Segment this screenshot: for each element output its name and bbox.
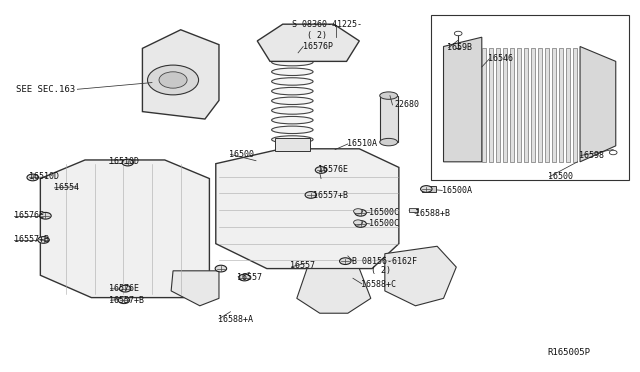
Text: 22680: 22680 (394, 100, 419, 109)
Polygon shape (171, 271, 219, 306)
Circle shape (305, 192, 317, 198)
Circle shape (148, 65, 198, 95)
Bar (409, 208, 418, 212)
Text: 16500A: 16500A (442, 186, 472, 195)
Circle shape (118, 297, 130, 304)
Text: 16557+B: 16557+B (314, 191, 348, 200)
Text: 16557+B: 16557+B (13, 235, 49, 244)
Bar (431, 15, 628, 180)
Bar (552, 48, 556, 162)
Circle shape (120, 285, 131, 292)
Text: 16557+B: 16557+B (109, 296, 144, 305)
Text: 1659B: 1659B (447, 43, 472, 52)
Circle shape (353, 220, 362, 225)
Ellipse shape (271, 58, 313, 66)
Ellipse shape (380, 92, 397, 99)
Polygon shape (444, 37, 482, 162)
Bar (489, 48, 493, 162)
Ellipse shape (271, 116, 313, 124)
Text: 16557: 16557 (237, 273, 262, 282)
Bar (566, 48, 570, 162)
Bar (482, 48, 486, 162)
Text: R165005P: R165005P (547, 348, 591, 357)
Text: 16576P: 16576P (303, 42, 333, 51)
Ellipse shape (271, 126, 313, 134)
Bar (422, 186, 436, 192)
Bar (510, 48, 515, 162)
Polygon shape (580, 46, 616, 162)
Text: 16576E: 16576E (109, 284, 140, 293)
Circle shape (239, 274, 250, 281)
Circle shape (353, 209, 362, 214)
Text: 16546: 16546 (488, 54, 513, 63)
Text: 16588+B: 16588+B (415, 209, 451, 218)
Ellipse shape (380, 138, 397, 146)
Polygon shape (40, 160, 209, 298)
Text: B 08156-6162F: B 08156-6162F (351, 257, 417, 266)
Text: ( 2): ( 2) (371, 266, 391, 275)
Text: 16500C: 16500C (369, 208, 399, 217)
Text: 16576E: 16576E (13, 211, 44, 220)
Bar (531, 48, 536, 162)
Circle shape (355, 221, 366, 227)
Circle shape (355, 209, 366, 216)
Ellipse shape (271, 78, 313, 85)
Polygon shape (297, 269, 371, 313)
Polygon shape (216, 149, 399, 269)
Circle shape (40, 212, 51, 219)
Text: SEE SEC.163: SEE SEC.163 (17, 85, 76, 94)
Bar (573, 48, 577, 162)
Bar (503, 48, 508, 162)
Ellipse shape (271, 107, 313, 114)
Circle shape (122, 159, 134, 166)
Circle shape (420, 186, 432, 192)
Text: 16588+C: 16588+C (360, 280, 396, 289)
Ellipse shape (271, 97, 313, 105)
Text: 16588+A: 16588+A (218, 315, 253, 324)
Circle shape (454, 31, 462, 36)
Text: 16576E: 16576E (318, 165, 348, 174)
Text: ( 2): ( 2) (307, 31, 327, 40)
Circle shape (215, 265, 227, 272)
Circle shape (609, 150, 617, 155)
Ellipse shape (271, 68, 313, 76)
Bar (275, 138, 310, 151)
Text: 16510D: 16510D (109, 157, 140, 166)
Circle shape (316, 167, 327, 173)
Bar (538, 48, 542, 162)
Bar (496, 48, 500, 162)
Ellipse shape (271, 87, 313, 95)
Text: S 08360-41225-: S 08360-41225- (292, 20, 362, 29)
Text: 16510D: 16510D (29, 172, 59, 181)
Bar (517, 48, 522, 162)
Bar (559, 48, 563, 162)
Polygon shape (143, 30, 219, 119)
Text: 16557: 16557 (291, 262, 316, 270)
Bar (380, 96, 397, 142)
Text: 16510A: 16510A (346, 139, 376, 148)
Polygon shape (385, 246, 456, 306)
Circle shape (38, 237, 49, 243)
Circle shape (27, 174, 38, 181)
Text: 16598: 16598 (579, 151, 604, 160)
Text: 16554: 16554 (54, 183, 79, 192)
Ellipse shape (271, 136, 313, 143)
Circle shape (340, 258, 351, 264)
Bar (545, 48, 549, 162)
Text: 16500C: 16500C (369, 219, 399, 228)
Text: 16500: 16500 (547, 172, 573, 181)
Polygon shape (257, 24, 359, 61)
Bar (524, 48, 529, 162)
Text: 16500: 16500 (228, 150, 253, 159)
Circle shape (159, 72, 187, 88)
